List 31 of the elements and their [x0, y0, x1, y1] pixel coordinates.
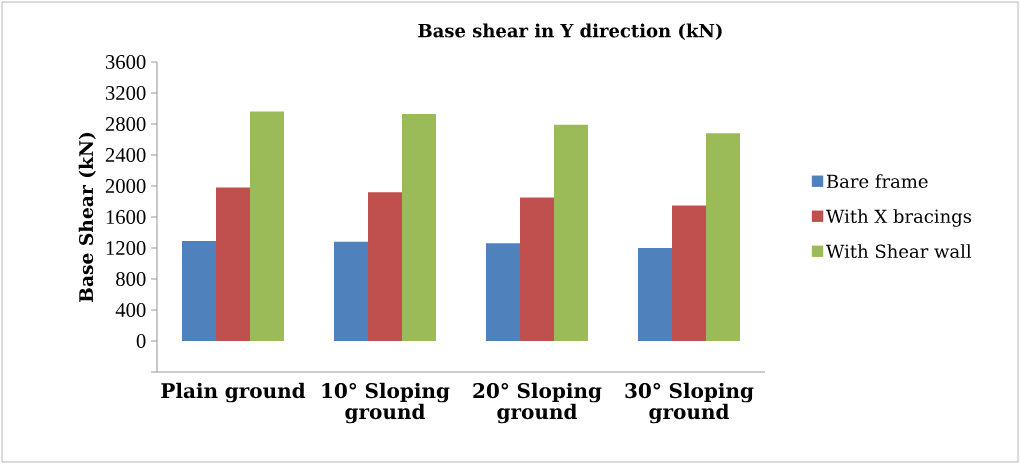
bar: [672, 205, 707, 341]
bar: [706, 133, 741, 341]
chart-title: Base shear in Y direction (kN): [418, 23, 722, 40]
bar: [554, 124, 589, 341]
y-tick-label: 800: [116, 272, 146, 286]
x-tick-label: Plain ground: [161, 382, 306, 403]
legend-label: With Shear wall: [825, 244, 972, 259]
y-tick-label: 2800: [105, 117, 146, 131]
y-tick-label: 3600: [105, 55, 146, 69]
bar: [216, 187, 250, 341]
y-tick-label: 1200: [106, 241, 146, 255]
bar: [486, 243, 521, 341]
y-axis-title: Base Shear (kN): [78, 132, 96, 303]
y-tick-label: 400: [115, 303, 146, 317]
y-tick-label: 0: [136, 334, 146, 348]
y-tick-label: 1600: [106, 210, 146, 224]
bar: [402, 113, 437, 341]
y-tick-label: 3200: [105, 86, 146, 100]
bar: [182, 241, 216, 341]
bar: [368, 192, 402, 341]
bar: [638, 248, 673, 341]
legend-label: Bare frame: [826, 174, 928, 189]
y-tick-label: 2400: [105, 148, 146, 162]
legend-label: With X bracings: [825, 209, 972, 227]
bar: [334, 241, 369, 341]
bar: [250, 111, 285, 341]
x-tick-label: 10° Sloping ground: [322, 382, 450, 424]
x-tick-label: 30° Sloping ground: [625, 382, 754, 424]
y-tick-label: 2000: [105, 179, 146, 193]
bar: [520, 197, 555, 341]
x-tick-label: 20° Sloping ground: [473, 382, 602, 424]
